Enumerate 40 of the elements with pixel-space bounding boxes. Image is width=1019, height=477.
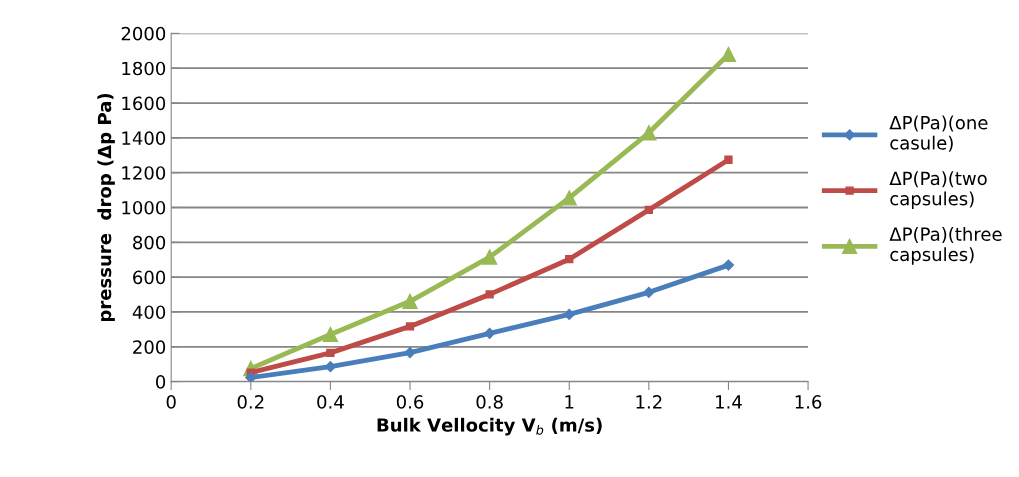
y-tick-label: 2000 xyxy=(121,26,166,41)
y-tick-label: 800 xyxy=(133,235,166,250)
point xyxy=(641,125,657,141)
y-tick-label: 200 xyxy=(133,340,166,354)
y-tick-label: 1200 xyxy=(122,166,166,180)
legend-label: ΔP(Pa)(one casule) xyxy=(889,115,988,152)
y-tick-label: 400 xyxy=(132,305,166,320)
x-tick-label: 0.4 xyxy=(317,395,344,409)
point xyxy=(565,255,574,264)
x-tick-label: 1.6 xyxy=(795,395,822,409)
x-tick-label: 0.6 xyxy=(396,395,424,409)
point xyxy=(485,290,494,299)
legend-label: ΔP(Pa)(three capsules) xyxy=(889,226,1002,265)
x-tick-label: 1.4 xyxy=(716,395,742,409)
x-axis-title: Bulk Vellocity V$_{b}$ (m/s) xyxy=(377,417,602,436)
point xyxy=(481,249,498,265)
point xyxy=(326,348,335,358)
point xyxy=(644,205,654,215)
x-tick-label: 1.2 xyxy=(636,395,662,409)
x-tick-label: 1 xyxy=(565,395,574,409)
y-tick-label: 1600 xyxy=(122,96,166,111)
y-axis-title: pressure drop (Δp Pa) xyxy=(97,93,115,322)
point xyxy=(405,322,415,331)
point xyxy=(322,326,339,343)
point xyxy=(724,155,733,164)
y-tick-label: 0 xyxy=(156,375,166,389)
legend-label: ΔP(Pa)(two capsules) xyxy=(889,171,987,209)
y-tick-label: 600 xyxy=(133,270,166,285)
x-tick-label: 0.2 xyxy=(237,395,264,409)
point xyxy=(643,286,655,298)
x-tick-label: 0 xyxy=(166,395,176,409)
y-tick-label: 1000 xyxy=(122,200,166,215)
point xyxy=(561,190,577,206)
x-tick-label: 0.8 xyxy=(476,395,503,409)
y-tick-label: 1800 xyxy=(122,61,166,76)
point xyxy=(404,346,416,359)
point xyxy=(402,293,418,309)
point xyxy=(722,259,735,271)
point xyxy=(484,327,496,339)
y-tick-label: 1400 xyxy=(122,131,166,145)
